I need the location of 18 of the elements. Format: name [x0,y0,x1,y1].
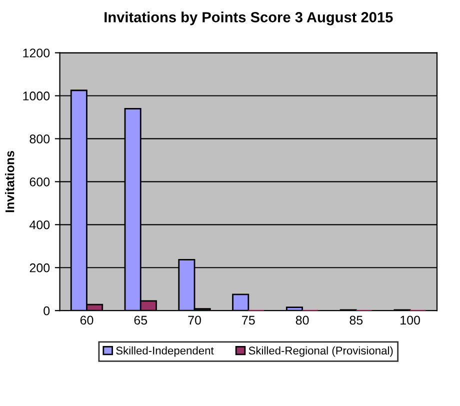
x-tick-label: 80 [296,316,309,325]
y-tick-label: 600 [30,177,50,186]
x-tick-label: 60 [80,316,94,325]
x-tick-label: 65 [134,316,148,325]
y-tick-label: 400 [30,220,50,230]
legend-label: Skilled-Regional (Provisional) [248,346,393,357]
x-tick-label: 70 [188,316,201,325]
y-tick-label: 1200 [23,48,50,58]
x-tick-label: 100 [400,316,420,325]
y-tick-label: 800 [30,134,50,144]
x-tick-label: 85 [350,316,363,325]
y-tick-label: 1000 [23,92,50,100]
y-tick-label: 200 [30,263,50,272]
y-axis-title: Invitations [5,150,14,212]
chart-title: Invitations by Points Score 3 August 2015 [104,12,393,26]
y-tick-label: 0 [44,306,50,316]
legend-label: Skilled-Independent [116,346,214,357]
x-tick-label: 75 [242,316,255,325]
